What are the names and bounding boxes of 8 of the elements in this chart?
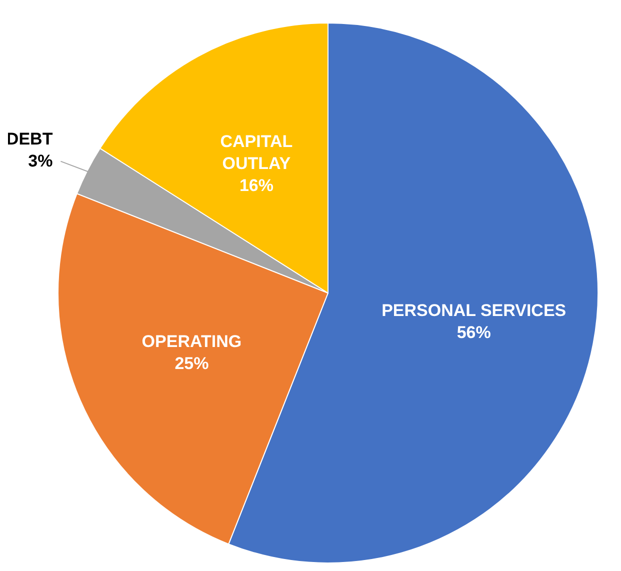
slice-label: OPERATING	[142, 332, 242, 351]
data-label: 3%	[28, 151, 53, 170]
data-label: 16%	[239, 176, 274, 195]
slice-label: DEBT	[6, 129, 54, 148]
data-label: 25%	[174, 354, 209, 373]
slice-label: PERSONAL SERVICES	[382, 300, 566, 320]
data-label: 56%	[456, 322, 491, 342]
slice-label: CAPITAL OUTLAY	[220, 132, 293, 173]
